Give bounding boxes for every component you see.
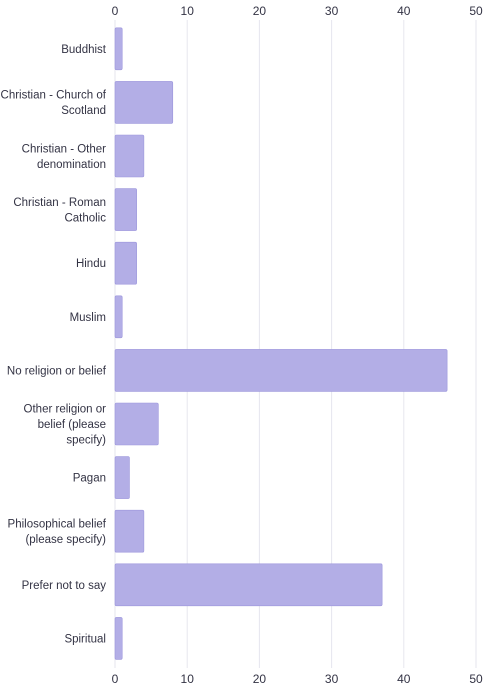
grid-lines — [114, 20, 477, 668]
x-tick-label-top: 0 — [112, 4, 119, 18]
bar — [114, 563, 383, 607]
bar — [114, 134, 145, 178]
x-tick-label-top: 20 — [253, 4, 267, 18]
category-label: Pagan — [73, 473, 106, 485]
x-tick-label-bottom: 0 — [112, 672, 119, 686]
bars — [114, 27, 448, 660]
category-label: Buddhist — [61, 44, 107, 56]
category-label: Christian - Roman Catholic — [13, 197, 106, 225]
bar — [114, 81, 174, 124]
bar — [114, 509, 145, 553]
x-tick-label-top: 50 — [469, 4, 483, 18]
bar — [114, 27, 123, 71]
bar — [114, 295, 123, 339]
bar — [114, 349, 448, 392]
bar — [114, 402, 159, 446]
bar — [114, 241, 137, 285]
x-tick-label-top: 30 — [325, 4, 339, 18]
x-tick-label-bottom: 10 — [181, 672, 195, 686]
bar — [114, 617, 123, 660]
x-tick-label-top: 40 — [397, 4, 411, 18]
category-label: Christian - Church of Scotland — [1, 90, 107, 118]
category-label: Spiritual — [64, 633, 106, 645]
x-tick-label-bottom: 50 — [469, 672, 483, 686]
category-labels: Buddhist Christian - Church of Scotland Chr… — [1, 44, 107, 646]
category-label: Muslim — [70, 312, 106, 324]
x-tick-label-top: 10 — [181, 4, 195, 18]
category-label: Other religion or belief (please specify) — [24, 404, 107, 447]
category-label: Philosophical belief (please specify) — [8, 518, 107, 546]
x-tick-label-bottom: 20 — [253, 672, 267, 686]
category-label: Christian - Other denomination — [22, 143, 107, 171]
x-axis-top-ticks: 0 10 20 30 40 50 — [112, 4, 483, 18]
bar — [114, 456, 130, 499]
x-tick-label-bottom: 40 — [397, 672, 411, 686]
bar — [114, 188, 137, 231]
category-label: Hindu — [76, 258, 106, 270]
x-axis-bottom-ticks: 0 10 20 30 40 50 — [112, 672, 483, 686]
category-label: Prefer not to say — [22, 580, 107, 592]
category-label: No religion or belief — [7, 365, 107, 377]
x-tick-label-bottom: 30 — [325, 672, 339, 686]
